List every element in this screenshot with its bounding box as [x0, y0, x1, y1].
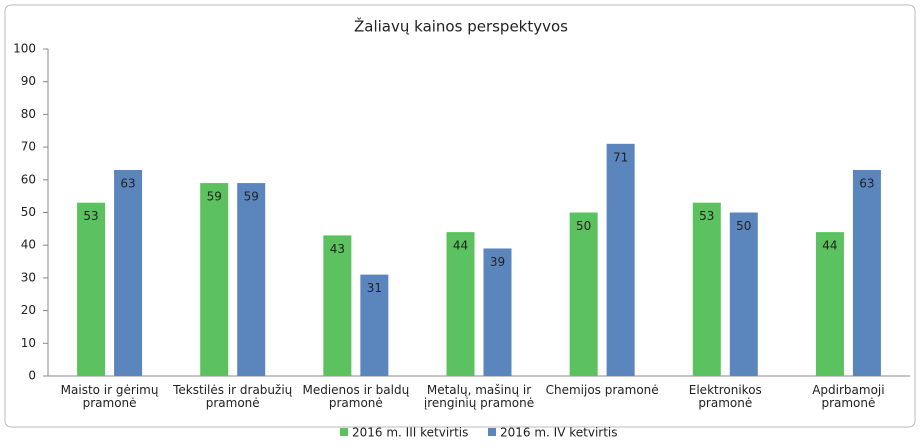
x-tick-label: Medienos ir baldų pramonė — [302, 383, 410, 410]
bar — [114, 169, 143, 376]
x-tick-label: Chemijos pramonė — [545, 383, 659, 397]
legend-swatch — [340, 428, 348, 436]
bar — [815, 232, 844, 376]
y-tick-label: 90 — [21, 74, 36, 88]
legend-label: 2016 m. III ketvirtis — [352, 426, 468, 440]
data-label: 50 — [736, 219, 751, 233]
y-tick-label: 10 — [21, 336, 36, 350]
y-tick-label: 0 — [28, 369, 36, 383]
bar — [606, 143, 635, 376]
y-tick-label: 70 — [21, 140, 36, 154]
y-tick-label: 100 — [13, 42, 36, 56]
bar — [729, 212, 758, 376]
x-tick-label: Tekstilės ir drabužių pramonė — [173, 383, 293, 410]
chart-frame — [4, 4, 916, 428]
bar — [360, 274, 389, 376]
data-label: 53 — [699, 209, 714, 223]
data-label: 59 — [244, 190, 259, 204]
data-label: 63 — [859, 176, 874, 190]
x-tick-label: Metalų, mašinų ir įrenginių pramonė — [423, 383, 535, 410]
y-tick-label: 40 — [21, 238, 36, 252]
x-tick-label: Apdirbamoji pramonė — [812, 383, 885, 410]
y-tick-label: 60 — [21, 172, 36, 186]
bar — [446, 232, 475, 376]
bar — [852, 169, 881, 376]
y-tick-label: 30 — [21, 270, 36, 284]
x-tick-label: Elektronikos pramonė — [688, 383, 762, 410]
bar — [483, 248, 512, 376]
data-label: 44 — [822, 239, 837, 253]
bar — [200, 183, 229, 376]
y-tick-label: 50 — [21, 205, 36, 219]
bar — [323, 235, 352, 376]
data-label: 31 — [367, 281, 382, 295]
bar — [237, 183, 266, 376]
chart-title: Žaliavų kainos perspektyvos — [354, 17, 568, 36]
data-label: 53 — [83, 209, 98, 223]
data-label: 43 — [330, 242, 345, 256]
data-label: 59 — [207, 190, 222, 204]
y-tick-label: 20 — [21, 303, 36, 317]
legend-swatch — [488, 428, 496, 436]
data-label: 63 — [120, 176, 135, 190]
y-tick-label: 80 — [21, 107, 36, 121]
legend-label: 2016 m. IV ketvirtis — [500, 426, 618, 440]
bar — [569, 212, 598, 376]
data-label: 71 — [613, 150, 628, 164]
bar — [692, 202, 721, 376]
data-label: 39 — [490, 255, 505, 269]
data-label: 44 — [453, 239, 468, 253]
data-label: 50 — [576, 219, 591, 233]
bar — [77, 202, 106, 376]
x-tick-label: Maisto ir gėrimų pramonė — [60, 383, 159, 410]
